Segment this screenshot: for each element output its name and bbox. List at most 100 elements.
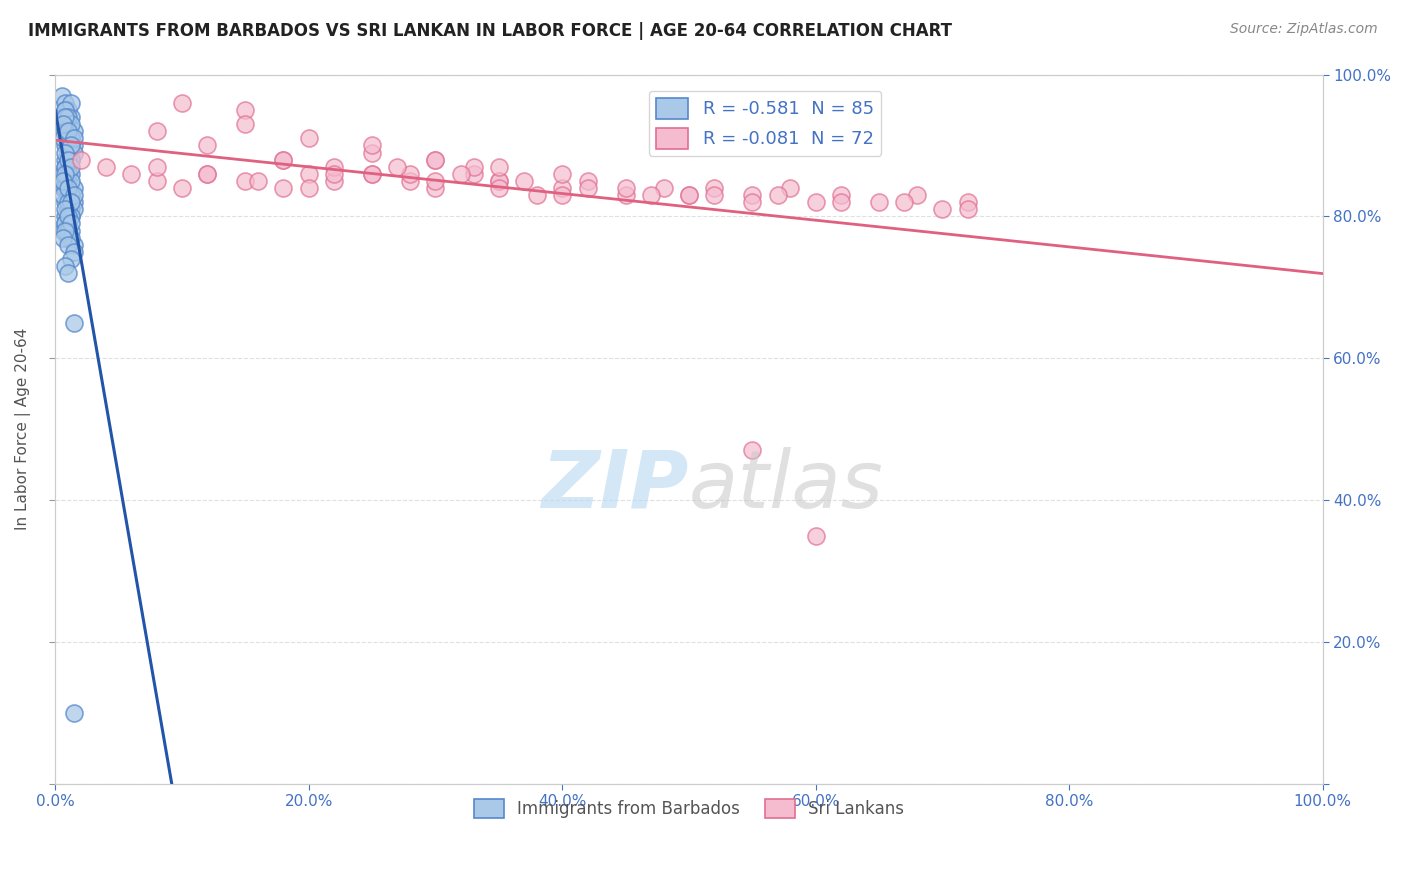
Point: [766, 188, 789, 202]
Point: [56, 153, 79, 167]
Point: [323, 160, 346, 174]
Point: [63, 316, 86, 330]
Point: [63, 124, 86, 138]
Point: [830, 188, 852, 202]
Point: [63, 145, 86, 160]
Point: [63, 131, 86, 145]
Point: [298, 131, 321, 145]
Point: [741, 443, 763, 458]
Point: [741, 195, 763, 210]
Point: [56, 145, 79, 160]
Point: [678, 188, 700, 202]
Point: [488, 160, 510, 174]
Point: [513, 174, 536, 188]
Point: [55, 195, 77, 210]
Text: ZIP: ZIP: [541, 447, 689, 524]
Point: [931, 202, 953, 217]
Point: [63, 181, 86, 195]
Point: [463, 160, 485, 174]
Point: [52, 181, 75, 195]
Point: [145, 160, 167, 174]
Point: [298, 181, 321, 195]
Point: [56, 138, 79, 153]
Point: [703, 181, 725, 195]
Point: [52, 188, 75, 202]
Point: [56, 217, 79, 231]
Point: [56, 210, 79, 224]
Point: [59, 230, 82, 244]
Point: [56, 195, 79, 210]
Point: [678, 188, 700, 202]
Point: [195, 167, 218, 181]
Point: [56, 223, 79, 237]
Point: [94, 160, 117, 174]
Point: [576, 181, 599, 195]
Point: [56, 117, 79, 131]
Point: [195, 167, 218, 181]
Point: [273, 153, 295, 167]
Point: [52, 110, 75, 124]
Point: [145, 174, 167, 188]
Point: [56, 237, 79, 252]
Point: [55, 138, 77, 153]
Point: [425, 174, 447, 188]
Point: [551, 188, 574, 202]
Point: [59, 160, 82, 174]
Point: [323, 167, 346, 181]
Point: [56, 110, 79, 124]
Point: [56, 160, 79, 174]
Point: [247, 174, 270, 188]
Point: [56, 124, 79, 138]
Point: [55, 210, 77, 224]
Point: [893, 195, 915, 210]
Point: [741, 188, 763, 202]
Point: [526, 188, 548, 202]
Point: [63, 202, 86, 217]
Point: [804, 195, 827, 210]
Point: [52, 167, 75, 181]
Point: [63, 244, 86, 259]
Point: [425, 153, 447, 167]
Point: [55, 117, 77, 131]
Point: [120, 167, 142, 181]
Point: [55, 153, 77, 167]
Point: [55, 217, 77, 231]
Point: [59, 167, 82, 181]
Point: [59, 145, 82, 160]
Point: [55, 217, 77, 231]
Point: [59, 210, 82, 224]
Point: [235, 174, 257, 188]
Point: [52, 117, 75, 131]
Point: [576, 174, 599, 188]
Point: [52, 223, 75, 237]
Point: [56, 181, 79, 195]
Point: [387, 160, 409, 174]
Point: [63, 195, 86, 210]
Point: [463, 167, 485, 181]
Point: [51, 88, 73, 103]
Point: [551, 181, 574, 195]
Point: [59, 195, 82, 210]
Point: [52, 230, 75, 244]
Point: [59, 188, 82, 202]
Point: [59, 217, 82, 231]
Point: [361, 167, 384, 181]
Point: [56, 167, 79, 181]
Point: [195, 138, 218, 153]
Point: [55, 223, 77, 237]
Point: [56, 266, 79, 280]
Point: [298, 167, 321, 181]
Point: [145, 124, 167, 138]
Point: [830, 195, 852, 210]
Point: [956, 202, 979, 217]
Point: [55, 181, 77, 195]
Point: [52, 131, 75, 145]
Point: [905, 188, 928, 202]
Point: [614, 181, 637, 195]
Point: [55, 174, 77, 188]
Point: [55, 167, 77, 181]
Point: [59, 153, 82, 167]
Point: [652, 181, 675, 195]
Point: [614, 188, 637, 202]
Point: [551, 167, 574, 181]
